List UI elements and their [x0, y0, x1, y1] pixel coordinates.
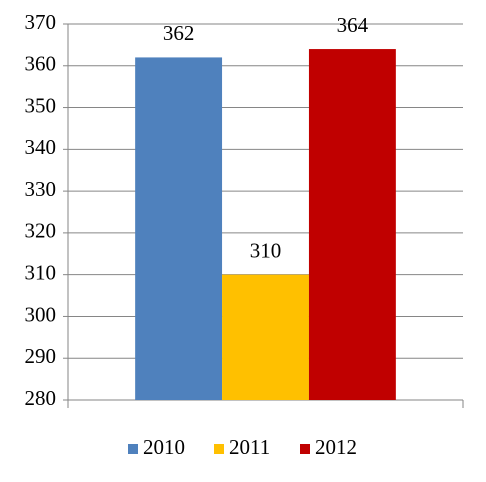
legend-swatch [300, 444, 310, 454]
data-label: 364 [337, 13, 369, 37]
legend-swatch [128, 444, 138, 454]
y-tick-label: 330 [25, 177, 57, 201]
y-tick-label: 340 [25, 135, 57, 159]
data-label: 310 [250, 238, 282, 262]
y-tick-label: 370 [25, 10, 57, 34]
y-tick-label: 360 [25, 52, 57, 76]
bar [308, 49, 396, 401]
y-tick-label: 290 [25, 344, 57, 368]
legend-label: 2011 [229, 435, 270, 459]
legend-swatch [214, 444, 224, 454]
y-tick-label: 310 [25, 260, 57, 284]
y-tick-label: 350 [25, 93, 57, 117]
y-tick-label: 300 [25, 302, 57, 326]
bar [222, 274, 309, 400]
legend-label: 2012 [315, 435, 357, 459]
y-tick-label: 280 [25, 386, 57, 410]
data-label: 362 [163, 21, 195, 45]
legend-label: 2010 [143, 435, 185, 459]
y-tick-label: 320 [25, 219, 57, 243]
bar [135, 57, 223, 401]
